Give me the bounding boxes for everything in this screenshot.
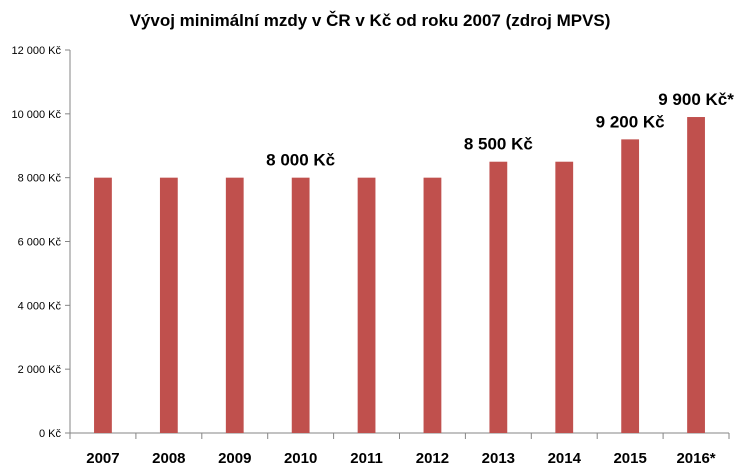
y-tick-label: 10 000 Kč	[11, 109, 61, 121]
bar	[555, 161, 574, 434]
y-tick-label: 4 000 Kč	[18, 300, 62, 312]
x-tick-label: 2007	[86, 450, 119, 467]
y-tick-label: 8 000 Kč	[18, 173, 62, 185]
bar	[489, 161, 508, 434]
y-axis: 0 Kč 2 000 Kč 4 000 Kč 6 000 Kč 8 000 Kč 10 0…	[11, 45, 71, 440]
y-tick-label: 12 000 Kč	[11, 45, 61, 57]
bar	[357, 177, 376, 433]
data-label: 8 500 Kč	[464, 135, 533, 154]
bar	[291, 177, 310, 433]
y-tick-label: 6 000 Kč	[18, 237, 62, 249]
x-tick-label: 2014	[548, 450, 582, 467]
data-label: 9 200 Kč	[596, 112, 665, 131]
data-label: 8 000 Kč	[266, 151, 335, 170]
x-axis: 2007 2008 2009 2010 2011 2012 2013 2014 2015 2016…	[69, 432, 730, 467]
x-tick-label: 2012	[416, 450, 449, 467]
bar	[687, 117, 705, 434]
x-tick-label: 2010	[284, 450, 317, 467]
x-tick-label: 2009	[218, 450, 251, 467]
x-tick-label: 2013	[482, 450, 515, 467]
bar	[423, 177, 442, 433]
bar	[94, 177, 112, 433]
x-tick-label: 2008	[152, 450, 185, 467]
x-tick-label: 2011	[350, 450, 383, 467]
data-labels: 8 000 Kč 8 500 Kč 9 200 Kč 9 900 Kč*	[266, 90, 734, 170]
data-label: 9 900 Kč*	[658, 90, 734, 109]
y-tick-label: 2 000 Kč	[18, 364, 62, 376]
bars	[94, 117, 705, 434]
x-tick-label: 2015	[613, 450, 646, 467]
x-tick-label: 2016*	[676, 450, 715, 467]
bar	[225, 177, 244, 433]
y-tick-label: 0 Kč	[39, 428, 62, 440]
chart-title: Vývoj minimální mzdy v ČR v Kč od roku 2…	[130, 11, 611, 30]
bar	[621, 139, 640, 433]
bar	[159, 177, 178, 433]
